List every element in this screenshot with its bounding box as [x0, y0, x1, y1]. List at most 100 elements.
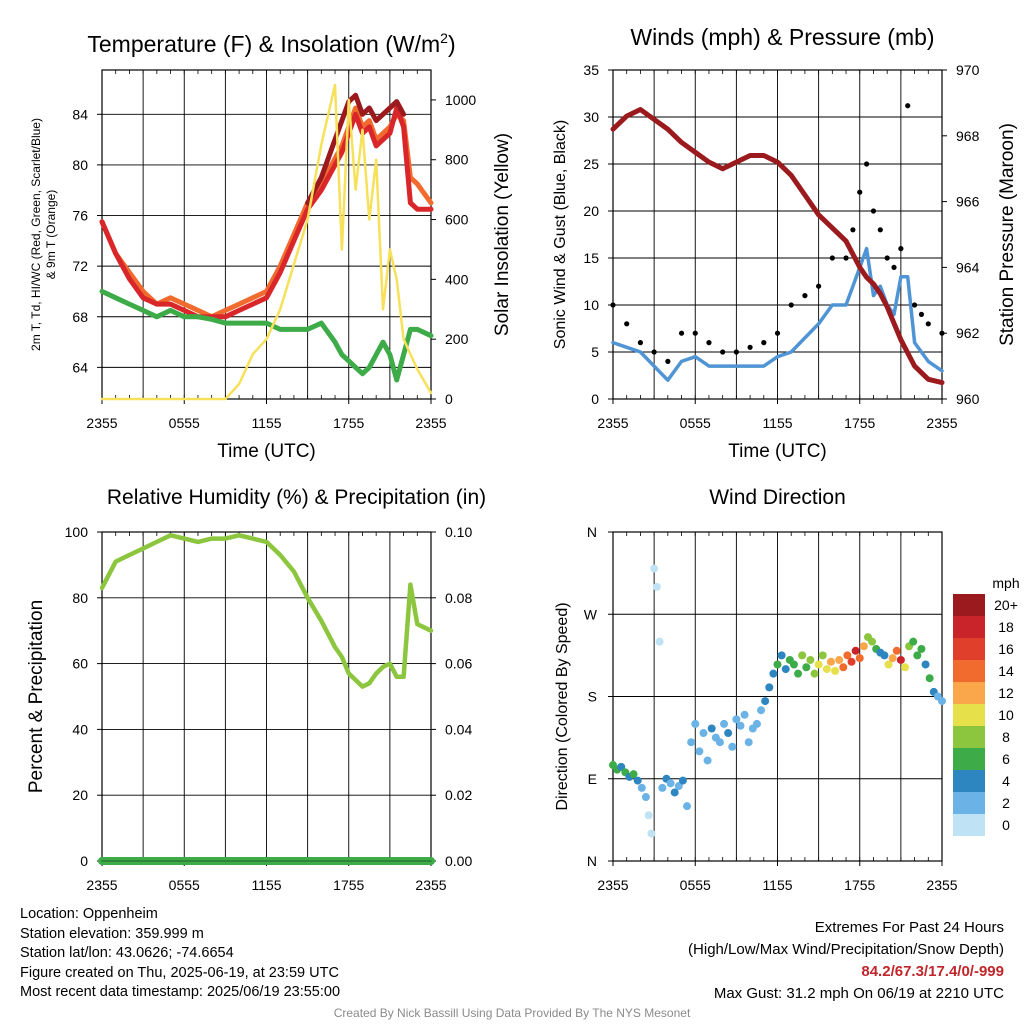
direction-point [925, 674, 934, 683]
x-tick-label: 2355 [86, 877, 117, 893]
colorbar-label: 2 [1002, 795, 1010, 811]
direction-point [691, 719, 700, 728]
gust-point [877, 227, 883, 233]
direction-point [720, 719, 729, 728]
x-axis-title: Time (UTC) [728, 441, 827, 462]
extremes-info: Extremes For Past 24 Hours (High/Low/Max… [688, 917, 1004, 1005]
direction-point [687, 738, 696, 747]
gust-point [884, 255, 890, 261]
y2-tick-label: 600 [445, 212, 469, 228]
direction-point [892, 646, 901, 655]
direction-point [789, 660, 798, 669]
location-text: Location: Oppenheim [20, 906, 158, 922]
y-tick-label: 35 [583, 62, 599, 78]
y2-tick-label: 0.06 [445, 656, 472, 672]
chart-panel-2: 2355 0555 1155 1755 2355 0 5 10 15 20 25 30 35 960 962… [552, 24, 1018, 462]
gust-point [857, 189, 863, 195]
series-rh [99, 533, 434, 689]
colorbar-swatch [953, 726, 985, 748]
gust-point [864, 161, 870, 167]
direction-point [884, 660, 893, 669]
direction-point [728, 742, 737, 751]
direction-point [773, 660, 782, 669]
y2-tick-label: 970 [956, 62, 980, 78]
direction-point [806, 655, 815, 664]
created-text: Figure created on Thu, 2025-06-19, at 23… [20, 964, 339, 981]
direction-point [765, 683, 774, 692]
colorbar-swatch [953, 594, 985, 616]
direction-point [658, 783, 667, 792]
gust-point [898, 246, 904, 252]
y-tick-label: 40 [72, 721, 88, 737]
colorbar-swatch [953, 660, 985, 682]
gust-point [925, 321, 931, 327]
y-tick-label: 20 [583, 203, 599, 219]
x-tick-label: 1755 [333, 415, 364, 431]
gust-point [905, 103, 911, 109]
y-tick-label: 10 [583, 297, 599, 313]
direction-point [724, 729, 733, 738]
direction-point [880, 651, 889, 660]
chart-title: Wind Direction [709, 486, 846, 509]
direction-point [921, 660, 930, 669]
direction-point [644, 811, 653, 820]
gust-point [624, 321, 630, 327]
y-tick-label: 84 [72, 106, 88, 122]
direction-point [843, 651, 852, 660]
extremes-legend: (High/Low/Max Wind/Precipitation/Snow De… [688, 941, 1004, 958]
y-tick-label: 64 [72, 359, 88, 375]
y-tick-label: 80 [72, 590, 88, 606]
x-tick-label: 0555 [169, 877, 200, 893]
colorbar-swatch [953, 792, 985, 814]
gust-point [774, 330, 781, 336]
gust-point [692, 330, 698, 336]
y-tick-label: N [587, 853, 597, 869]
x-tick-label: 2355 [597, 877, 628, 893]
direction-point [938, 697, 946, 706]
direction-point [732, 715, 741, 724]
chart-title: Relative Humidity (%) & Precipitation (i… [107, 486, 486, 509]
direction-point [655, 637, 664, 646]
y2-tick-label: 1000 [445, 92, 476, 108]
direction-point [777, 651, 786, 660]
direction-point [831, 666, 840, 675]
y-axis-title-line: 2m T, Td, HI/WC (Red, Green, Scarlet/Blu… [29, 118, 43, 351]
x-tick-label: 1155 [762, 877, 792, 893]
y-tick-label: 80 [72, 157, 88, 173]
direction-point [617, 762, 626, 771]
direction-point [674, 782, 683, 791]
chart-panel-3: 2355 0555 1155 1755 2355 0 20 40 60 80 100 0.00 0.02… [26, 486, 486, 893]
direction-point [913, 651, 922, 660]
latlon-text: Station lat/lon: 43.0626; -74.6654 [20, 945, 234, 961]
direction-point [868, 637, 877, 646]
gust-point [829, 255, 835, 261]
y2-tick-label: 0.04 [445, 721, 472, 737]
direction-point [909, 637, 918, 646]
y-tick-label: 20 [72, 787, 88, 803]
direction-point [769, 669, 778, 678]
direction-point [652, 582, 661, 591]
direction-point [810, 669, 819, 678]
y-tick-label: 0 [591, 391, 599, 407]
chart-panel-1: 2355 0555 1155 1755 2355 64 68 72 76 80 84 0 200 400 6… [29, 30, 513, 462]
direction-point [896, 655, 905, 664]
x-tick-label: 0555 [680, 877, 711, 893]
colorbar-swatch [953, 682, 985, 704]
y-tick-label: 68 [72, 309, 88, 325]
series-heat_index [305, 92, 407, 206]
y-tick-label: 15 [583, 250, 599, 266]
y-tick-label: 60 [72, 656, 88, 672]
credit-text: Created By Nick Bassill Using Data Provi… [333, 1006, 691, 1020]
gust-point [761, 340, 767, 346]
max-gust-text: Max Gust: 31.2 mph On 06/19 at 2210 UTC [713, 985, 1004, 1002]
gust-point [665, 358, 671, 364]
colorbar-label: 18 [998, 619, 1014, 635]
x-tick-label: 1155 [762, 415, 792, 431]
gust-point [870, 208, 877, 214]
y-axis-title-line: & 9m T (Orange) [44, 190, 58, 280]
gust-point [850, 227, 856, 233]
x-tick-label: 2355 [415, 415, 446, 431]
x-tick-label: 1755 [844, 877, 875, 893]
y-tick-label: 100 [65, 524, 89, 540]
direction-point [847, 657, 856, 666]
